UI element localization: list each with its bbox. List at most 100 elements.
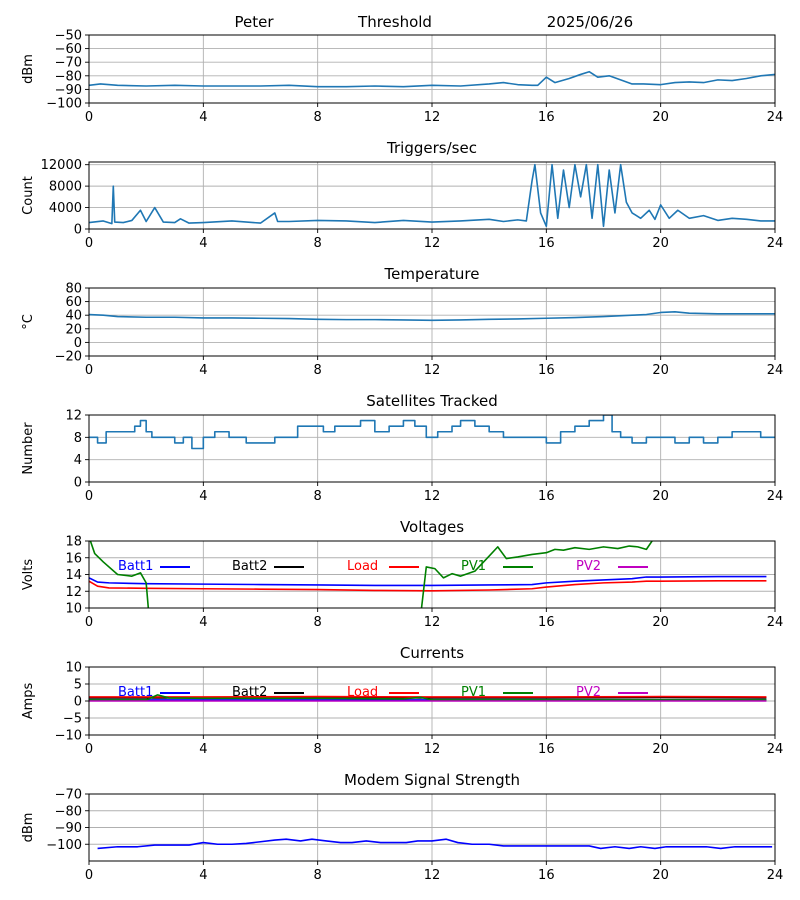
x-tick-label: 8	[314, 868, 322, 883]
x-tick-label: 12	[424, 236, 441, 251]
chart-panel-1: 0 4 8 12 16 20 24 0 4000 8000 12000 Triggers/sec Cou…	[21, 139, 783, 251]
x-tick-label: 0	[85, 363, 93, 378]
y-tick-label: 10	[65, 602, 82, 617]
x-tick-label: 8	[314, 615, 322, 630]
x-tick-label: 24	[767, 868, 784, 883]
x-tick-label: 16	[538, 868, 555, 883]
x-tick-label: 16	[538, 615, 555, 630]
chart-panel-6: 0 4 8 12 16 20 24 −100 −90 −80−70 Modem Signal Str…	[21, 771, 783, 883]
x-tick-label: 8	[314, 489, 322, 504]
y-tick-label: 60	[65, 295, 82, 310]
series-line-0	[89, 311, 775, 322]
y-tick-label: 0	[74, 476, 82, 491]
x-tick-label: 12	[424, 868, 441, 883]
legend-label-pv1: PV1	[461, 685, 486, 700]
y-tick-label: 8000	[49, 180, 82, 195]
y-tick-label: 12	[65, 409, 82, 424]
y-tick-label: −90	[55, 83, 82, 98]
legend-label-load: Load	[347, 685, 378, 700]
series-line-0	[89, 163, 775, 228]
x-tick-label: 12	[424, 489, 441, 504]
chart-title: Satellites Tracked	[366, 392, 497, 410]
header-date: 2025/06/26	[547, 13, 633, 31]
plot-frame	[88, 540, 776, 609]
y-tick-label: 16	[65, 551, 82, 566]
x-tick-label: 0	[85, 236, 93, 251]
x-tick-label: 12	[424, 363, 441, 378]
y-tick-label: 10	[65, 661, 82, 676]
y-tick-label: −80	[55, 804, 82, 819]
y-axis-label: °C	[21, 314, 36, 330]
series-line-pv1	[89, 541, 654, 608]
y-axis-label: Number	[21, 422, 36, 475]
y-tick-label: 0	[74, 695, 82, 710]
y-tick-label: 12000	[41, 158, 82, 173]
series-line-0	[89, 70, 775, 88]
y-axis-label: dBm	[21, 813, 36, 843]
x-tick-label: 0	[85, 742, 93, 757]
chart-title: Temperature	[383, 265, 479, 283]
y-axis-label: dBm	[21, 54, 36, 84]
y-tick-label: 5	[74, 678, 82, 693]
y-tick-label: −50	[55, 29, 82, 44]
x-tick-label: 20	[652, 110, 669, 125]
x-tick-label: 8	[314, 742, 322, 757]
legend-label-pv2: PV2	[576, 559, 601, 574]
x-tick-label: 20	[652, 868, 669, 883]
x-tick-label: 0	[85, 110, 93, 125]
y-tick-label: −80	[55, 69, 82, 84]
x-tick-label: 4	[199, 236, 207, 251]
y-tick-label: 4000	[49, 201, 82, 216]
x-tick-label: 24	[767, 489, 784, 504]
y-tick-label: −70	[55, 788, 82, 803]
y-tick-label: 12	[65, 585, 82, 600]
x-tick-label: 4	[199, 615, 207, 630]
plot-frame	[88, 34, 776, 104]
y-tick-label: −90	[55, 821, 82, 836]
legend-label-load: Load	[347, 559, 378, 574]
x-tick-label: 20	[652, 742, 669, 757]
x-tick-label: 0	[85, 615, 93, 630]
x-tick-label: 16	[538, 363, 555, 378]
x-tick-label: 16	[538, 236, 555, 251]
y-tick-label: −100	[46, 97, 82, 112]
y-tick-label: 0	[74, 336, 82, 351]
y-tick-label: 14	[65, 568, 82, 583]
y-axis-label: Amps	[21, 682, 36, 719]
chart-title: Currents	[400, 644, 464, 662]
x-tick-label: 12	[424, 742, 441, 757]
y-tick-label: −60	[55, 42, 82, 57]
x-tick-label: 24	[767, 236, 784, 251]
chart-panel-0: 0 4 8 12 16 20 24 −100−90−80−70−60−50 dBm	[21, 29, 783, 126]
y-tick-label: 4	[74, 453, 82, 468]
y-tick-label: 0	[74, 223, 82, 238]
x-tick-label: 16	[538, 110, 555, 125]
y-tick-label: −5	[63, 712, 82, 727]
x-tick-label: 16	[538, 489, 555, 504]
x-tick-label: 8	[314, 236, 322, 251]
x-tick-label: 20	[652, 615, 669, 630]
y-tick-label: 40	[65, 309, 82, 324]
x-tick-label: 24	[767, 742, 784, 757]
x-tick-label: 4	[199, 489, 207, 504]
x-tick-label: 24	[767, 615, 784, 630]
x-tick-label: 8	[314, 110, 322, 125]
legend-label-pv1: PV1	[461, 559, 486, 574]
chart-panel-3: 0 4 8 12 16 20 24 0 4 8 12 Satellites Tracked Number	[21, 392, 783, 504]
plot-frame	[88, 666, 776, 736]
legend-label-batt1: Batt1	[118, 685, 153, 700]
chart-title: Triggers/sec	[386, 139, 477, 157]
header-station: Peter	[234, 13, 274, 31]
plot-frame	[88, 161, 776, 230]
series-line-0	[89, 415, 775, 450]
x-tick-label: 20	[652, 363, 669, 378]
x-tick-label: 8	[314, 363, 322, 378]
x-tick-label: 4	[199, 742, 207, 757]
x-tick-label: 12	[424, 110, 441, 125]
legend-label-batt1: Batt1	[118, 559, 153, 574]
x-tick-label: 12	[424, 615, 441, 630]
